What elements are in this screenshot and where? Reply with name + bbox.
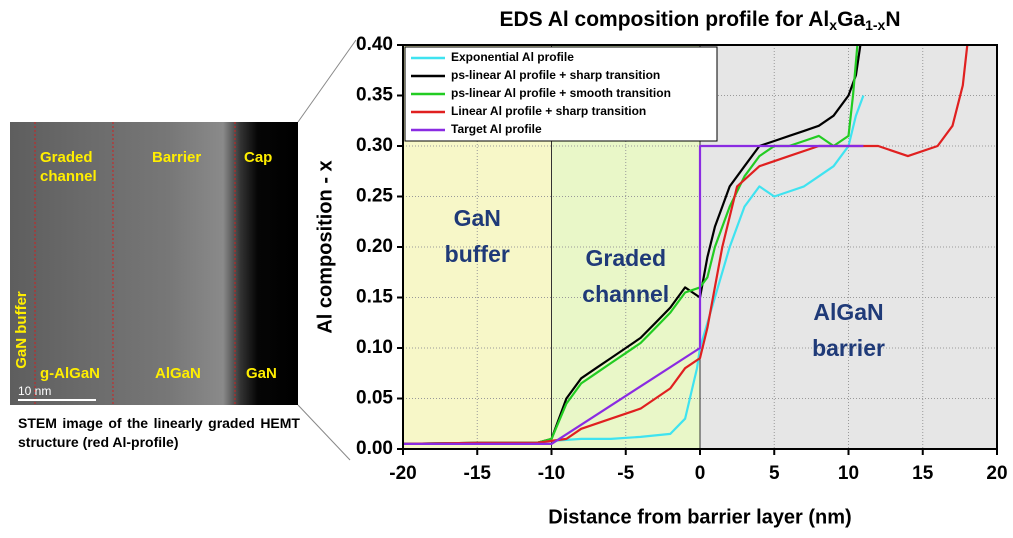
title-subscript: 1-x [865,17,885,33]
x-tick-label: 10 [838,463,859,484]
region-label: AlGaN [813,299,883,325]
layer-label: AlGaN [155,365,201,382]
plot-frame [402,44,998,450]
x-tick-label: -10 [538,463,565,484]
x-tick-label: 0 [695,463,706,484]
title-part: Ga [837,8,865,31]
layer-label: Graded [40,149,93,166]
region-label: channel [582,281,669,307]
chart: -20 -15 -10 -5 0 5 10 15 20 0.00 0.05 0.10 0.15 0.20 0… [314,8,1007,529]
layer-label: Barrier [152,149,201,166]
x-tick-label: -20 [389,463,416,484]
legend-box [404,46,718,142]
region-label: buffer [445,241,510,267]
legend: Exponential Al profile ps-linear Al profi… [404,46,718,142]
caption: STEM image of the linearly graded HEMT s… [18,415,300,450]
data-line [403,95,865,445]
x-tick-label: -15 [464,463,492,484]
connector [297,39,357,123]
layer-label: g-AlGaN [40,365,100,382]
title-part: N [885,8,900,31]
y-tick-label: 0.20 [356,236,393,257]
title-subscript: x [829,17,837,33]
y-tick-label: 0.30 [356,135,393,156]
connector [297,404,351,461]
y-axis-label: Al composition - x [314,160,336,333]
region-label: barrier [812,335,885,361]
legend-label: ps-linear Al profile + smooth transition [451,86,671,100]
y-tick-label: 0.05 [356,388,393,409]
region-label: Graded [585,245,666,271]
series-group [403,45,969,445]
x-tick-label: 15 [912,463,934,484]
layer-label: Cap [244,149,272,166]
legend-label: Target Al profile [451,122,542,136]
x-tick-label: 5 [769,463,780,484]
y-tick-label: 0.10 [356,337,393,358]
chart-title: EDS Al composition profile for AlxGa1-xN [499,8,900,33]
y-tick-label: 0.25 [356,186,393,207]
region-label: GaN [454,205,501,231]
x-tick-label: -5 [617,463,634,484]
x-tick-label: 20 [986,463,1007,484]
layer-label: GaN buffer [13,291,30,369]
x-axis-label: Distance from barrier layer (nm) [548,506,851,528]
y-tick-label: 0.40 [356,34,393,55]
layer-boundaries [34,122,236,405]
data-line [403,45,969,445]
y-tick-label: 0.00 [356,438,393,459]
title-part: EDS Al composition profile for Al [499,8,829,31]
data-line [403,45,862,445]
image-labels: Graded channel Barrier Cap g-AlGaN AlGaN GaN Ga… [13,149,277,382]
layer-label: channel [40,168,97,185]
legend-label: Exponential Al profile [451,50,574,64]
scale-label: 10 nm [18,384,51,398]
layer-label: GaN [246,365,277,382]
y-tick-label: 0.35 [356,85,393,106]
legend-label: ps-linear Al profile + sharp transition [451,68,660,82]
stem-image [10,122,298,405]
data-line [403,144,864,445]
legend-label: Linear Al profile + sharp transition [451,104,646,118]
y-tick-label: 0.15 [356,287,393,308]
